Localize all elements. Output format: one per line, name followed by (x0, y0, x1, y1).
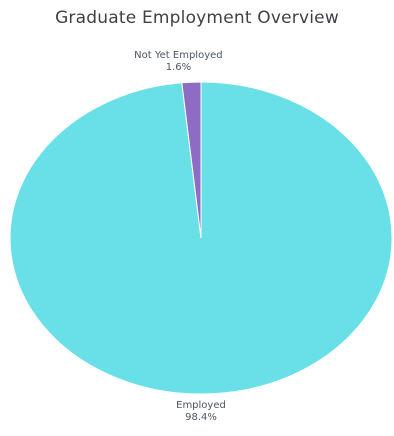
slice-percent-employed: 98.4% (185, 412, 217, 423)
slice-label-employed: Employed (176, 400, 226, 411)
pie-slices (9, 81, 393, 395)
chart-title: Graduate Employment Overview (55, 8, 339, 28)
slice-percent-not-yet-employed: 1.6% (166, 62, 191, 73)
pie-slice-not-yet-employed (181, 81, 202, 239)
slice-label-not-yet-employed: Not Yet Employed (134, 50, 222, 61)
